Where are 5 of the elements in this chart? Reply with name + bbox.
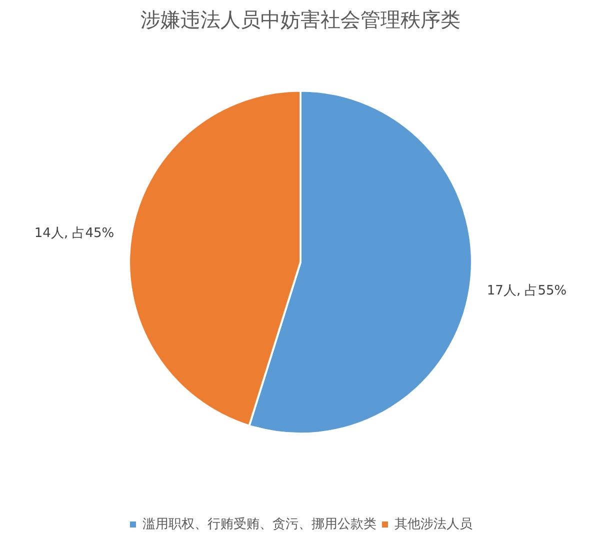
chart-title: 涉嫌违法人员中妨害社会管理秩序类 (140, 8, 460, 32)
data-label: 14人, 占45% (34, 226, 114, 241)
data-label: 17人, 占55% (486, 284, 567, 299)
legend-label: 其他涉法人员 (394, 516, 472, 533)
legend-label: 滥用职权、行贿受贿、贪污、挪用公款类 (142, 516, 376, 533)
